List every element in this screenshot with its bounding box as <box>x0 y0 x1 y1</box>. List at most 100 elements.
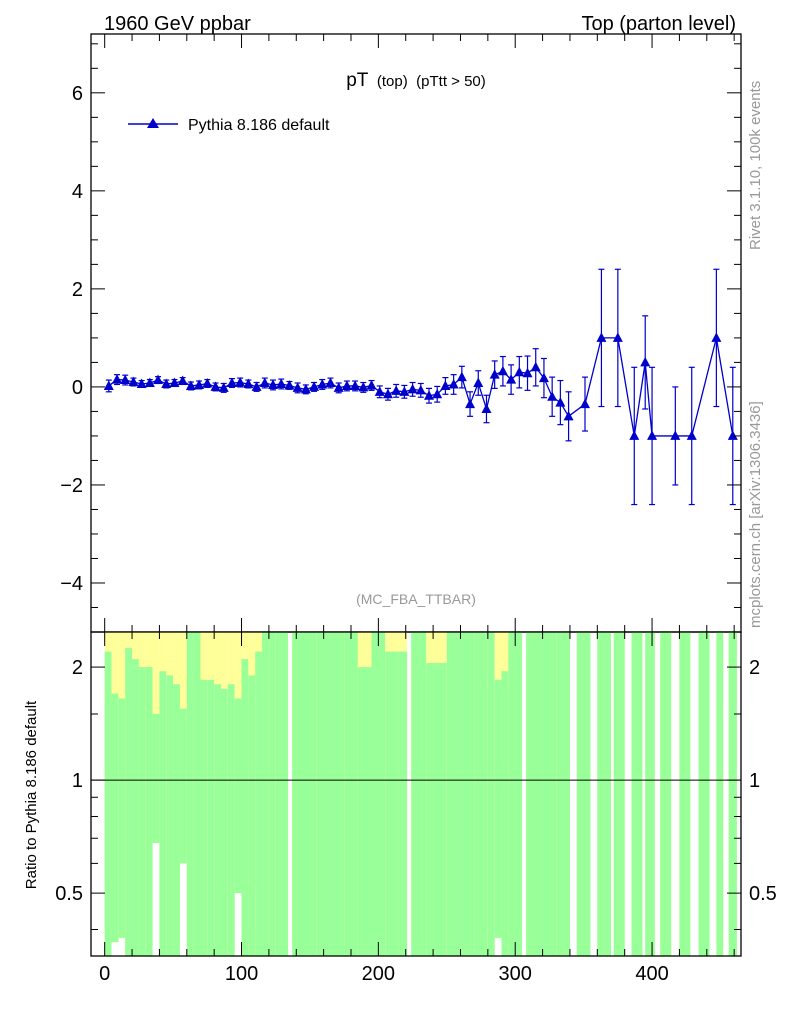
ratio-band-inner <box>576 632 591 956</box>
ratio-band-inner <box>508 632 523 956</box>
data-point <box>727 430 738 440</box>
data-point <box>341 380 352 390</box>
data-point <box>128 376 139 387</box>
data-point <box>120 374 131 385</box>
plot-title-main: pT <box>346 70 369 91</box>
data-point <box>169 377 180 387</box>
header-left-label: 1960 GeV ppbar <box>104 13 251 35</box>
ratio-band-inner <box>474 632 488 956</box>
ratio-band-inner <box>501 671 509 956</box>
ratio-band-inner <box>241 659 249 956</box>
data-point <box>506 374 517 384</box>
ratio-band-inner <box>494 679 502 938</box>
data-point <box>259 377 270 387</box>
data-point <box>640 356 651 367</box>
ratio-band-inner <box>262 632 269 956</box>
ratio-band-inner <box>193 632 201 956</box>
y-tick-label: 0 <box>72 377 83 399</box>
ratio-band-inner <box>460 632 475 956</box>
ratio-band-inner <box>613 632 625 956</box>
ratio-band-inner <box>125 647 133 956</box>
data-point <box>415 384 426 395</box>
ratio-band-inner <box>227 684 235 956</box>
ratio-frame <box>90 631 742 957</box>
data-point <box>333 382 344 392</box>
ratio-band-inner <box>371 632 386 956</box>
data-point <box>153 374 164 385</box>
data-point <box>440 380 451 390</box>
ratio-band-inner <box>145 667 153 956</box>
y-tick-label: −2 <box>60 475 83 497</box>
data-point <box>136 378 147 388</box>
data-point <box>202 377 213 388</box>
data-point <box>481 403 492 413</box>
data-point <box>374 386 385 396</box>
data-point <box>448 378 459 389</box>
data-point <box>251 381 262 391</box>
mcplots-label: mcplots.cern.ch [arXiv:1306.3436] <box>747 401 764 628</box>
data-point <box>366 379 377 390</box>
ratio-band-inner <box>159 671 167 956</box>
ratio-band-inner <box>357 667 372 956</box>
legend-label: Pythia 8.186 default <box>188 117 330 134</box>
ratio-band-inner <box>282 632 289 956</box>
ratio-plot-area: 0 100 200 300 400 0.5 0.5 1 1 2 2 <box>55 631 777 985</box>
data-point <box>456 371 467 382</box>
data-point <box>424 390 434 400</box>
data-point <box>350 380 361 390</box>
data-point <box>317 378 328 389</box>
data-point <box>300 383 311 394</box>
data-point <box>530 361 541 372</box>
ratio-band-inner <box>200 679 208 956</box>
ratio-y-tick-label: 0.5 <box>749 883 777 905</box>
ratio-band-inner <box>446 632 461 956</box>
data-point <box>276 378 287 388</box>
data-point <box>612 332 623 342</box>
ratio-band-inner <box>234 698 242 894</box>
y-tick-label: −4 <box>60 573 83 595</box>
ratio-y-tick-label: 2 <box>749 657 760 679</box>
ratio-band-inner <box>186 632 194 956</box>
data-point <box>647 430 658 440</box>
ratio-band-inner <box>556 632 570 956</box>
ratio-band-inner <box>344 632 358 956</box>
legend: Pythia 8.186 default <box>128 117 330 134</box>
ratio-band-inner <box>179 708 187 864</box>
ratio-band-inner <box>255 651 263 956</box>
data-point <box>522 367 533 378</box>
ratio-band-inner <box>542 632 557 956</box>
plot-title: pT (top) (pTtt > 50) <box>346 70 486 91</box>
data-point <box>538 372 549 383</box>
data-point <box>185 380 196 390</box>
data-point <box>555 397 566 407</box>
ratio-band-inner <box>152 713 160 843</box>
x-tick-label: 200 <box>362 963 395 985</box>
data-point <box>596 332 607 342</box>
ratio-band-inner <box>597 632 611 956</box>
data-point <box>177 375 188 386</box>
data-point <box>629 430 640 440</box>
main-plot-area: −4 −2 0 2 4 6 <box>60 33 742 633</box>
data-point <box>325 377 336 387</box>
ratio-band-inner <box>660 632 672 956</box>
x-tick-label: 100 <box>225 963 258 985</box>
data-point <box>218 382 229 392</box>
data-point <box>268 379 278 389</box>
ratio-band-inner <box>118 698 126 938</box>
ratio-band-inner <box>411 632 427 956</box>
y-tick-label: 4 <box>72 181 83 203</box>
data-point <box>686 430 697 440</box>
x-tick-label: 400 <box>635 963 668 985</box>
ratio-y-tick-label: 2 <box>72 657 83 679</box>
data-point <box>235 377 246 387</box>
ratio-band-inner <box>631 632 643 956</box>
data-point <box>514 366 525 377</box>
ratio-band-inner <box>111 693 119 943</box>
ratio-band-inner <box>132 659 139 956</box>
data-point <box>563 410 574 421</box>
ratio-band-inner <box>385 651 399 956</box>
data-point <box>194 379 205 389</box>
ratio-band-inner <box>138 667 146 956</box>
ratio-y-tick-label: 0.5 <box>55 883 83 905</box>
